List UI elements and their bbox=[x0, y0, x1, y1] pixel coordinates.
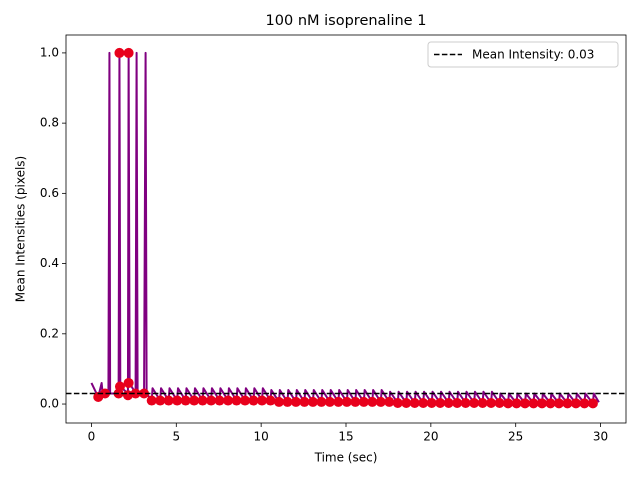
x-tick-label: 0 bbox=[88, 430, 96, 444]
data-point bbox=[257, 395, 267, 406]
data-point bbox=[146, 395, 157, 406]
data-point bbox=[562, 398, 573, 409]
y-axis-label: Mean Intensities (pixels) bbox=[14, 156, 28, 302]
data-point bbox=[223, 395, 234, 406]
data-point bbox=[443, 397, 454, 408]
x-tick-label: 10 bbox=[254, 430, 269, 444]
legend-label: Mean Intensity: 0.03 bbox=[472, 48, 594, 62]
data-point bbox=[333, 396, 344, 407]
data-point bbox=[418, 397, 429, 408]
data-point bbox=[273, 396, 284, 407]
x-tick-label: 15 bbox=[338, 430, 353, 444]
data-point bbox=[100, 388, 111, 399]
data-point bbox=[324, 396, 335, 407]
data-point bbox=[163, 395, 174, 406]
data-point bbox=[206, 395, 217, 406]
y-tick-label: 0.6 bbox=[40, 186, 59, 200]
y-tick-label: 1.0 bbox=[40, 45, 59, 59]
data-point bbox=[341, 396, 352, 407]
data-point bbox=[452, 397, 463, 408]
data-point bbox=[367, 396, 378, 407]
data-point bbox=[401, 397, 412, 408]
data-point bbox=[477, 397, 488, 408]
data-point bbox=[494, 397, 505, 408]
data-point bbox=[139, 388, 150, 399]
data-point bbox=[114, 381, 125, 392]
data-point bbox=[384, 396, 395, 407]
data-point bbox=[231, 395, 242, 406]
y-tick-label: 0.4 bbox=[40, 256, 59, 270]
chart-title: 100 nM isoprenaline 1 bbox=[266, 13, 427, 29]
data-point bbox=[426, 397, 437, 408]
data-point bbox=[240, 395, 251, 406]
data-point bbox=[123, 47, 134, 58]
y-tick-label: 0.2 bbox=[40, 326, 59, 340]
data-point bbox=[197, 395, 208, 406]
data-point bbox=[587, 398, 598, 409]
data-point bbox=[570, 398, 581, 409]
data-point bbox=[172, 395, 183, 406]
plot-frame bbox=[65, 34, 627, 424]
data-point bbox=[392, 397, 403, 408]
x-tick-label: 30 bbox=[593, 430, 608, 444]
y-tick-label: 0.8 bbox=[40, 116, 59, 130]
data-point bbox=[248, 395, 259, 406]
data-point bbox=[123, 377, 134, 388]
data-point bbox=[409, 397, 420, 408]
x-axis-label: Time (sec) bbox=[314, 451, 378, 465]
data-point bbox=[189, 395, 200, 406]
legend-box bbox=[427, 41, 619, 68]
data-point bbox=[520, 398, 531, 409]
data-point bbox=[503, 398, 514, 409]
data-point bbox=[579, 398, 590, 409]
data-point bbox=[307, 396, 318, 407]
data-point bbox=[537, 398, 547, 409]
data-point bbox=[290, 396, 301, 407]
data-point bbox=[282, 396, 293, 407]
x-tick-label: 25 bbox=[508, 430, 523, 444]
data-line bbox=[90, 51, 600, 405]
data-point bbox=[114, 47, 125, 58]
x-tick-label: 5 bbox=[172, 430, 180, 444]
data-point bbox=[350, 396, 361, 407]
data-point bbox=[265, 395, 276, 406]
data-point bbox=[358, 396, 369, 407]
data-point bbox=[545, 398, 556, 409]
data-point bbox=[155, 395, 166, 406]
data-point bbox=[435, 397, 446, 408]
data-point bbox=[486, 397, 497, 408]
data-point bbox=[214, 395, 225, 406]
data-point bbox=[375, 396, 386, 407]
data-point bbox=[299, 396, 310, 407]
data-point bbox=[180, 395, 191, 406]
data-point bbox=[469, 397, 480, 408]
data-point bbox=[553, 398, 564, 409]
data-point bbox=[460, 397, 471, 408]
data-point bbox=[528, 398, 539, 409]
data-point bbox=[511, 398, 522, 409]
data-point bbox=[130, 388, 141, 399]
data-point bbox=[316, 396, 327, 407]
x-tick-label: 20 bbox=[423, 430, 438, 444]
y-tick-label: 0.0 bbox=[40, 397, 59, 411]
